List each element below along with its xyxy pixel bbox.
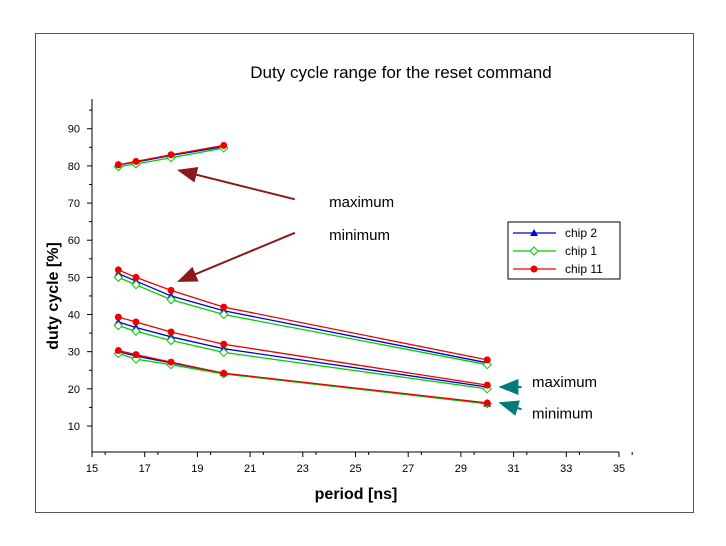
data-point xyxy=(114,266,122,274)
data-point xyxy=(113,272,124,283)
x-tick-label: 35 xyxy=(613,463,625,475)
annotation-label: maximum xyxy=(532,374,597,391)
annotation-arrow xyxy=(177,166,296,201)
data-point xyxy=(132,157,140,165)
x-tick-label: 15 xyxy=(86,463,98,475)
y-tick-label: 70 xyxy=(68,198,80,210)
legend-label: chip 2 xyxy=(565,226,597,240)
data-point xyxy=(483,356,491,364)
series-line xyxy=(118,351,488,405)
y-tick-label: 20 xyxy=(68,384,80,396)
data-point xyxy=(167,286,175,294)
data-point xyxy=(219,309,229,320)
x-tick-label: 33 xyxy=(560,463,572,475)
data-point xyxy=(220,141,228,149)
data-point xyxy=(114,347,122,355)
data-point xyxy=(220,369,228,377)
legend-label: chip 11 xyxy=(565,262,603,276)
y-tick-label: 80 xyxy=(68,161,80,173)
data-point xyxy=(167,328,175,336)
data-point xyxy=(166,294,176,305)
x-tick-label: 17 xyxy=(139,463,151,475)
x-tick-label: 31 xyxy=(507,463,519,475)
series-line xyxy=(118,147,224,168)
y-tick-label: 50 xyxy=(68,272,80,284)
data-point xyxy=(530,265,538,273)
x-tick-label: 25 xyxy=(349,463,361,475)
data-point xyxy=(132,273,140,281)
chart-title: Duty cycle range for the reset command xyxy=(250,63,551,82)
data-point xyxy=(132,318,140,326)
data-point xyxy=(219,347,229,358)
y-tick-label: 10 xyxy=(68,421,80,433)
data-point xyxy=(114,161,122,169)
x-tick-label: 21 xyxy=(244,463,256,475)
data-point xyxy=(132,351,140,359)
data-point xyxy=(113,320,124,331)
x-axis-label: period [ns] xyxy=(315,486,398,503)
data-point xyxy=(483,399,491,407)
series-layer xyxy=(113,141,492,409)
y-axis-label: duty cycle [%] xyxy=(45,242,62,350)
data-point xyxy=(167,151,175,159)
annotation-layer: maximum minimum maximum minimum xyxy=(177,166,597,423)
data-point xyxy=(131,326,141,336)
data-point xyxy=(483,381,491,389)
series-line xyxy=(118,144,224,166)
y-tick-label: 30 xyxy=(68,347,80,359)
series-chip-1 xyxy=(113,143,492,409)
x-tick-label: 23 xyxy=(297,463,309,475)
annotation-arrow xyxy=(177,231,296,282)
data-point xyxy=(131,280,141,290)
annotation-label: minimum xyxy=(329,227,390,244)
y-tick-label: 90 xyxy=(68,124,80,136)
line-chart: Duty cycle range for the reset command 1… xyxy=(45,63,633,503)
x-tick-label: 19 xyxy=(191,463,203,475)
axes: 15 17 19 21 23 25 27 29 31 33 35 10 20 30 40 50 60 70 80 90 xyxy=(68,99,633,475)
data-point xyxy=(166,335,176,346)
annotation-arrow xyxy=(498,400,522,416)
legend: chip 2 chip 1 chip 11 xyxy=(507,221,621,280)
series-line xyxy=(118,269,488,361)
data-point xyxy=(220,340,228,348)
series-chip-11 xyxy=(114,141,491,407)
x-tick-label: 27 xyxy=(402,463,414,475)
data-point xyxy=(114,313,122,321)
data-point xyxy=(220,303,228,311)
annotation-label: minimum xyxy=(532,406,593,423)
y-tick-label: 60 xyxy=(68,235,80,247)
series-line xyxy=(118,316,488,386)
data-point xyxy=(167,358,175,366)
y-tick-label: 40 xyxy=(68,310,80,322)
chart-frame: Duty cycle range for the reset command 1… xyxy=(35,33,694,513)
annotation-label: maximum xyxy=(329,194,394,211)
legend-label: chip 1 xyxy=(565,244,597,258)
x-tick-label: 29 xyxy=(455,463,467,475)
series-line xyxy=(118,273,488,364)
data-point xyxy=(529,246,539,256)
data-point xyxy=(530,229,538,236)
